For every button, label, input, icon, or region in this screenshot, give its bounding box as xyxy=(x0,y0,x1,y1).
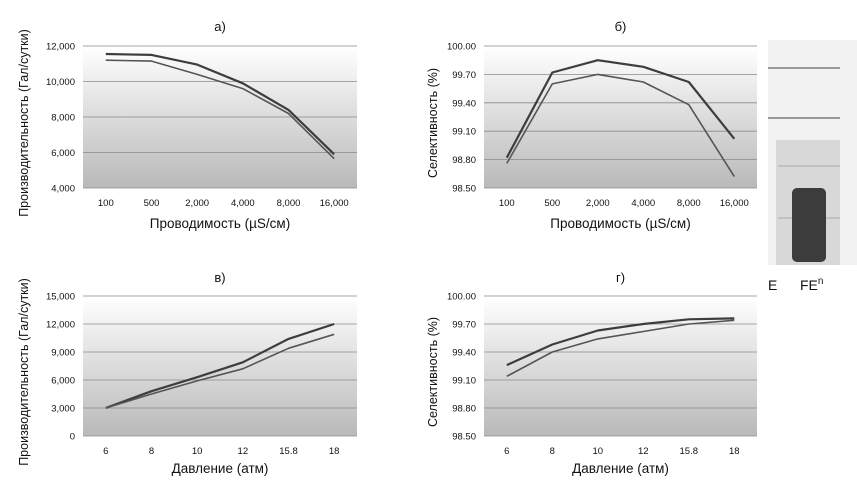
y-tick-label: 0 xyxy=(70,432,75,443)
y-tick-label: 12,000 xyxy=(46,42,75,53)
y-axis-label: Селективность (%) xyxy=(426,317,440,427)
x-tick-label: 18 xyxy=(729,446,740,457)
series-line xyxy=(506,73,735,178)
x-tick-label: 18 xyxy=(329,446,340,457)
x-tick-label: 6 xyxy=(103,446,108,457)
y-tick-label: 12,000 xyxy=(46,320,75,331)
chart-title: а) xyxy=(214,19,226,34)
side-label-left: E xyxy=(768,277,777,293)
x-tick-label: 10 xyxy=(592,446,603,457)
series-line xyxy=(105,59,335,160)
side-label-right-sup: n xyxy=(818,276,824,287)
x-tick-label: 8,000 xyxy=(277,198,301,209)
y-tick-label: 10,000 xyxy=(46,77,75,88)
x-tick-label: 6 xyxy=(504,446,509,457)
chart-panel-g: 98.50 98.80 99.10 99.40 99.70 100.00 6 8 10 12 15.… xyxy=(426,270,757,476)
x-tick-label: 12 xyxy=(638,446,649,457)
y-tick-label: 9,000 xyxy=(51,348,75,359)
x-tick-label: 15.8 xyxy=(680,446,699,457)
x-tick-label: 8 xyxy=(149,446,154,457)
side-label-right-main: FE xyxy=(800,277,818,293)
y-tick-label: 98.80 xyxy=(452,404,476,415)
y-tick-label: 98.80 xyxy=(452,155,476,166)
series-line xyxy=(105,322,335,410)
y-axis-label: Селективность (%) xyxy=(426,68,440,178)
x-tick-label: 4,000 xyxy=(631,198,655,209)
y-tick-label: 6,000 xyxy=(51,376,75,387)
x-tick-label: 2,000 xyxy=(185,198,209,209)
y-tick-label: 99.40 xyxy=(452,348,476,359)
chart-title: в) xyxy=(214,270,225,285)
x-tick-label: 100 xyxy=(98,198,114,209)
y-tick-label: 98.50 xyxy=(452,184,476,195)
y-tick-label: 99.70 xyxy=(452,320,476,331)
series-line xyxy=(506,319,735,378)
x-axis-label: Проводимость (µS/см) xyxy=(150,216,290,231)
series-line xyxy=(506,317,735,367)
series-line xyxy=(505,59,736,159)
x-tick-label: 4,000 xyxy=(231,198,255,209)
x-tick-label: 15.8 xyxy=(279,446,298,457)
chart-title: г) xyxy=(616,270,625,285)
chart-panel-b: 98.50 98.80 99.10 99.40 99.70 100.00 100 500 2,0… xyxy=(426,19,757,231)
y-tick-label: 99.10 xyxy=(452,376,476,387)
x-axis-label: Давление (атм) xyxy=(172,461,269,476)
y-tick-label: 98.50 xyxy=(452,432,476,443)
series-line xyxy=(105,333,335,409)
y-tick-label: 99.10 xyxy=(452,127,476,138)
x-tick-label: 8,000 xyxy=(677,198,701,209)
y-tick-label: 3,000 xyxy=(51,404,75,415)
chart-panel-a: 4,000 6,000 8,000 10,000 12,000 100 500 2,000 4,… xyxy=(17,19,357,231)
y-tick-label: 8,000 xyxy=(51,113,75,124)
chart-panel-v: 0 3,000 6,000 9,000 12,000 15,000 6 8 10 12 15.8 18… xyxy=(17,270,357,476)
cropped-photo-fragment xyxy=(768,40,857,265)
y-tick-label: 100.00 xyxy=(447,292,476,303)
x-axis-label: Давление (атм) xyxy=(572,461,669,476)
x-tick-label: 12 xyxy=(238,446,249,457)
x-tick-label: 16,000 xyxy=(720,198,749,209)
x-tick-label: 10 xyxy=(192,446,203,457)
chart-title: б) xyxy=(615,19,627,34)
side-label-right: FEn xyxy=(800,276,823,293)
x-tick-label: 500 xyxy=(544,198,560,209)
x-tick-label: 8 xyxy=(550,446,555,457)
x-tick-label: 500 xyxy=(144,198,160,209)
y-axis-label: Производительность (Гал/сутки) xyxy=(17,29,31,217)
series-line xyxy=(105,52,335,156)
y-tick-label: 99.40 xyxy=(452,98,476,109)
y-axis-label: Производительность (Гал/сутки) xyxy=(17,278,31,466)
x-axis-label: Проводимость (µS/см) xyxy=(550,216,690,231)
x-tick-label: 16,000 xyxy=(320,198,349,209)
x-tick-label: 100 xyxy=(499,198,515,209)
x-tick-label: 2,000 xyxy=(586,198,610,209)
y-tick-label: 100.00 xyxy=(447,42,476,53)
y-tick-label: 6,000 xyxy=(51,148,75,159)
plot-area xyxy=(83,296,357,436)
y-tick-label: 99.70 xyxy=(452,70,476,81)
y-tick-label: 15,000 xyxy=(46,292,75,303)
y-tick-label: 4,000 xyxy=(51,184,75,195)
